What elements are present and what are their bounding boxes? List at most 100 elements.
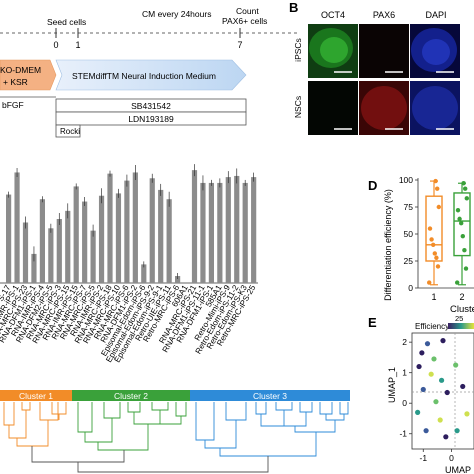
micrograph-col-pax6: PAX6 (373, 10, 395, 20)
image-nsc-oct4 (308, 81, 358, 135)
day-label-0: 0 (53, 40, 58, 50)
event-count: Count (236, 6, 259, 16)
bar (217, 182, 223, 283)
dendrogram-cluster-3 (195, 402, 349, 457)
ldn193189-bar (55, 111, 247, 126)
micrograph-row-nscs: NSCs (293, 96, 303, 118)
micrograph-col-oct4: OCT4 (321, 10, 345, 20)
umap-point (433, 399, 439, 405)
bar-chart-tick-labels: RNA-IMR-iPS-17RNA-IMR-iPS-1RNA-MRC-iPS-2… (0, 283, 258, 364)
box-point (427, 280, 432, 285)
umap-point (424, 341, 431, 347)
bar (149, 178, 155, 283)
umap-y-tick-label: 0 (402, 398, 407, 408)
bar (124, 180, 130, 283)
bar (141, 264, 147, 283)
bar (132, 172, 138, 283)
umap-point (428, 371, 434, 377)
box-point (460, 233, 465, 239)
box-plot-y-tick-label: 75 (404, 202, 414, 212)
bar (225, 177, 231, 283)
umap-point (416, 363, 422, 370)
box-point (436, 204, 441, 210)
dendrogram-root (31, 446, 269, 473)
day-label-7: 7 (237, 40, 242, 50)
cluster-1-label: Cluster 1 (19, 391, 53, 401)
umap-legend-value: 25 (455, 314, 463, 323)
umap-x-tick-label: 0 (449, 453, 454, 463)
bar (115, 193, 122, 283)
micrograph-row-ipscs: iPSCs (293, 38, 303, 62)
umap-x-label: UMAP_2 (445, 465, 474, 474)
box-plot-x-tick-label: 1 (431, 292, 436, 302)
factor-sb431542: SB431542 (131, 101, 171, 111)
box-plot-y-tick-label: 50 (404, 229, 414, 239)
factor-ldn193189: LDN193189 (128, 114, 174, 124)
bar (242, 182, 248, 283)
box-plot-y-tick-label: 0 (408, 283, 413, 293)
box-point (464, 196, 469, 201)
umap-point (460, 383, 466, 390)
box-plot-x-label: Clusters (450, 304, 474, 315)
cluster-3-band (190, 390, 350, 401)
event-pax6: PAX6+ cells (222, 16, 267, 26)
bar (158, 189, 164, 283)
umap-point (454, 428, 460, 434)
box-point (463, 266, 469, 271)
panel-label-d: D (368, 178, 377, 193)
umap-point (415, 409, 421, 415)
box-point (457, 216, 462, 222)
umap-point (464, 411, 470, 417)
cluster-1-band (0, 390, 72, 401)
box-point (459, 221, 464, 226)
bar-chart (0, 164, 258, 284)
umap-point (438, 377, 445, 383)
umap-point (443, 434, 449, 440)
bar (98, 195, 105, 283)
medium-ko-label: KO-DMEM (0, 65, 41, 75)
bar (166, 199, 172, 283)
umap-x-tick-label: -1 (419, 453, 427, 463)
timeline-panel: 0 1 7 Seed cells CM every 24hours Count … (0, 6, 300, 138)
box-point (455, 280, 460, 285)
box-point (435, 186, 440, 191)
bar (90, 230, 96, 283)
bar (39, 199, 45, 283)
bar (175, 276, 181, 283)
bar (234, 175, 240, 283)
umap-point (420, 386, 426, 393)
dendrogram-panel: Cluster 1 Cluster 2 Cluster 3 (0, 390, 350, 473)
box-point (455, 208, 461, 213)
box-point (462, 248, 467, 253)
umap-point (440, 338, 446, 344)
umap-point (419, 350, 425, 356)
cluster-3-label: Cluster 3 (253, 391, 287, 401)
umap-y-tick-label: 1 (402, 368, 407, 378)
box-plot: Differentiation efficiency (%) Clusters … (383, 175, 474, 315)
box-plot-x-tick-label: 2 (459, 292, 464, 302)
box-plot-y-tick-label: 25 (404, 256, 414, 266)
day-label-1: 1 (75, 40, 80, 50)
bar (48, 228, 54, 283)
box-point (461, 181, 466, 186)
bar (208, 182, 214, 283)
umap-point (453, 362, 459, 368)
cluster-2-label: Cluster 2 (114, 391, 148, 401)
umap-point (437, 417, 443, 423)
umap-legend-title: Efficiency (415, 322, 449, 331)
box-point (434, 255, 439, 260)
box-point (432, 251, 437, 256)
umap-point (423, 428, 429, 434)
box-point (433, 178, 438, 184)
bar (73, 186, 79, 283)
box-point (427, 226, 433, 231)
umap-plot: UMAP_1 Efficiency 25 UMAP_2 2 1 0 -1 -1 0 (387, 314, 474, 474)
umap-y-tick-label: 2 (402, 337, 407, 347)
cluster-2-band (72, 390, 190, 401)
box-point (431, 242, 436, 247)
bar (31, 253, 37, 283)
bar (6, 194, 12, 283)
event-seed-cells: Seed cells (47, 17, 86, 27)
bar (251, 177, 257, 283)
